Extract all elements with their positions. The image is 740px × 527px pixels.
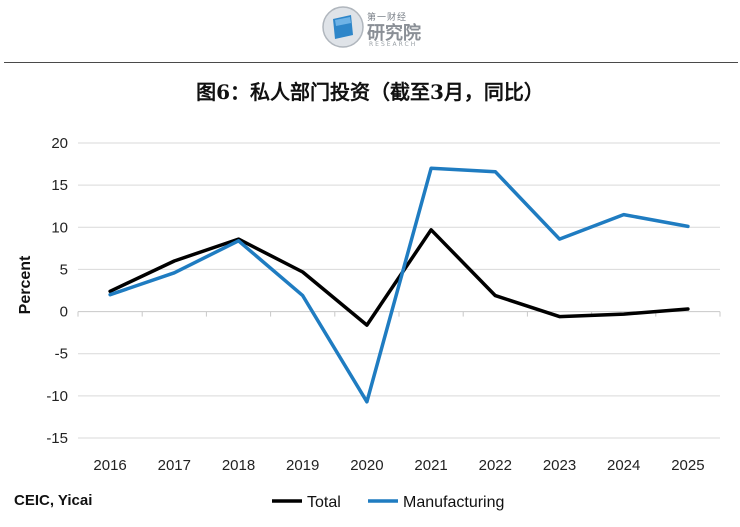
yicai-research-logo: 第一财经 研究院 RESEARCH	[321, 5, 431, 49]
source-note: CEIC, Yicai	[14, 492, 93, 509]
header: 第一财经 研究院 RESEARCH	[0, 0, 740, 62]
x-tick-label: 2017	[158, 457, 191, 474]
y-axis-label: Percent	[17, 255, 34, 314]
y-tick-label: -15	[46, 430, 68, 447]
y-tick-label: 0	[60, 304, 68, 321]
series-line-manufacturing	[108, 166, 690, 404]
y-tick-label: -10	[46, 388, 68, 405]
x-tick-label: 2025	[671, 457, 704, 474]
logo-sub-text: RESEARCH	[369, 41, 418, 48]
x-tick-label: 2019	[286, 457, 319, 474]
x-tick-label: 2018	[222, 457, 255, 474]
x-tick-label: 2023	[543, 457, 576, 474]
x-tick-label: 2024	[607, 457, 640, 474]
legend-label-total: Total	[307, 494, 341, 511]
chart-title: 图6：私人部门投资（截至3月，同比）	[196, 80, 544, 104]
logo-top-text: 第一财经	[367, 13, 408, 23]
logo-main-text: 研究院	[367, 23, 421, 44]
x-tick-label: 2016	[93, 457, 126, 474]
x-tick-labels: 2016 2017 2018 2019 2020 2021 2022 2023 2024 2025	[93, 457, 704, 474]
y-tick-label: -5	[55, 346, 68, 363]
y-tick-labels: 20 15 10 5 0 -5 -10 -15	[46, 135, 68, 447]
y-tick-label: 10	[51, 219, 68, 236]
series-line-total	[108, 228, 690, 327]
x-tick-label: 2021	[414, 457, 447, 474]
legend: Total Manufacturing	[272, 494, 504, 511]
x-tick-label: 2020	[350, 457, 383, 474]
y-tick-label: 15	[51, 177, 68, 194]
series-lines	[108, 166, 690, 404]
x-tick-label: 2022	[479, 457, 512, 474]
y-tick-label: 5	[60, 261, 68, 278]
grid-lines	[77, 142, 721, 439]
logo-mark-icon	[322, 6, 364, 48]
header-divider	[4, 62, 738, 63]
y-tick-label: 20	[51, 135, 68, 152]
legend-label-manufacturing: Manufacturing	[403, 494, 504, 511]
